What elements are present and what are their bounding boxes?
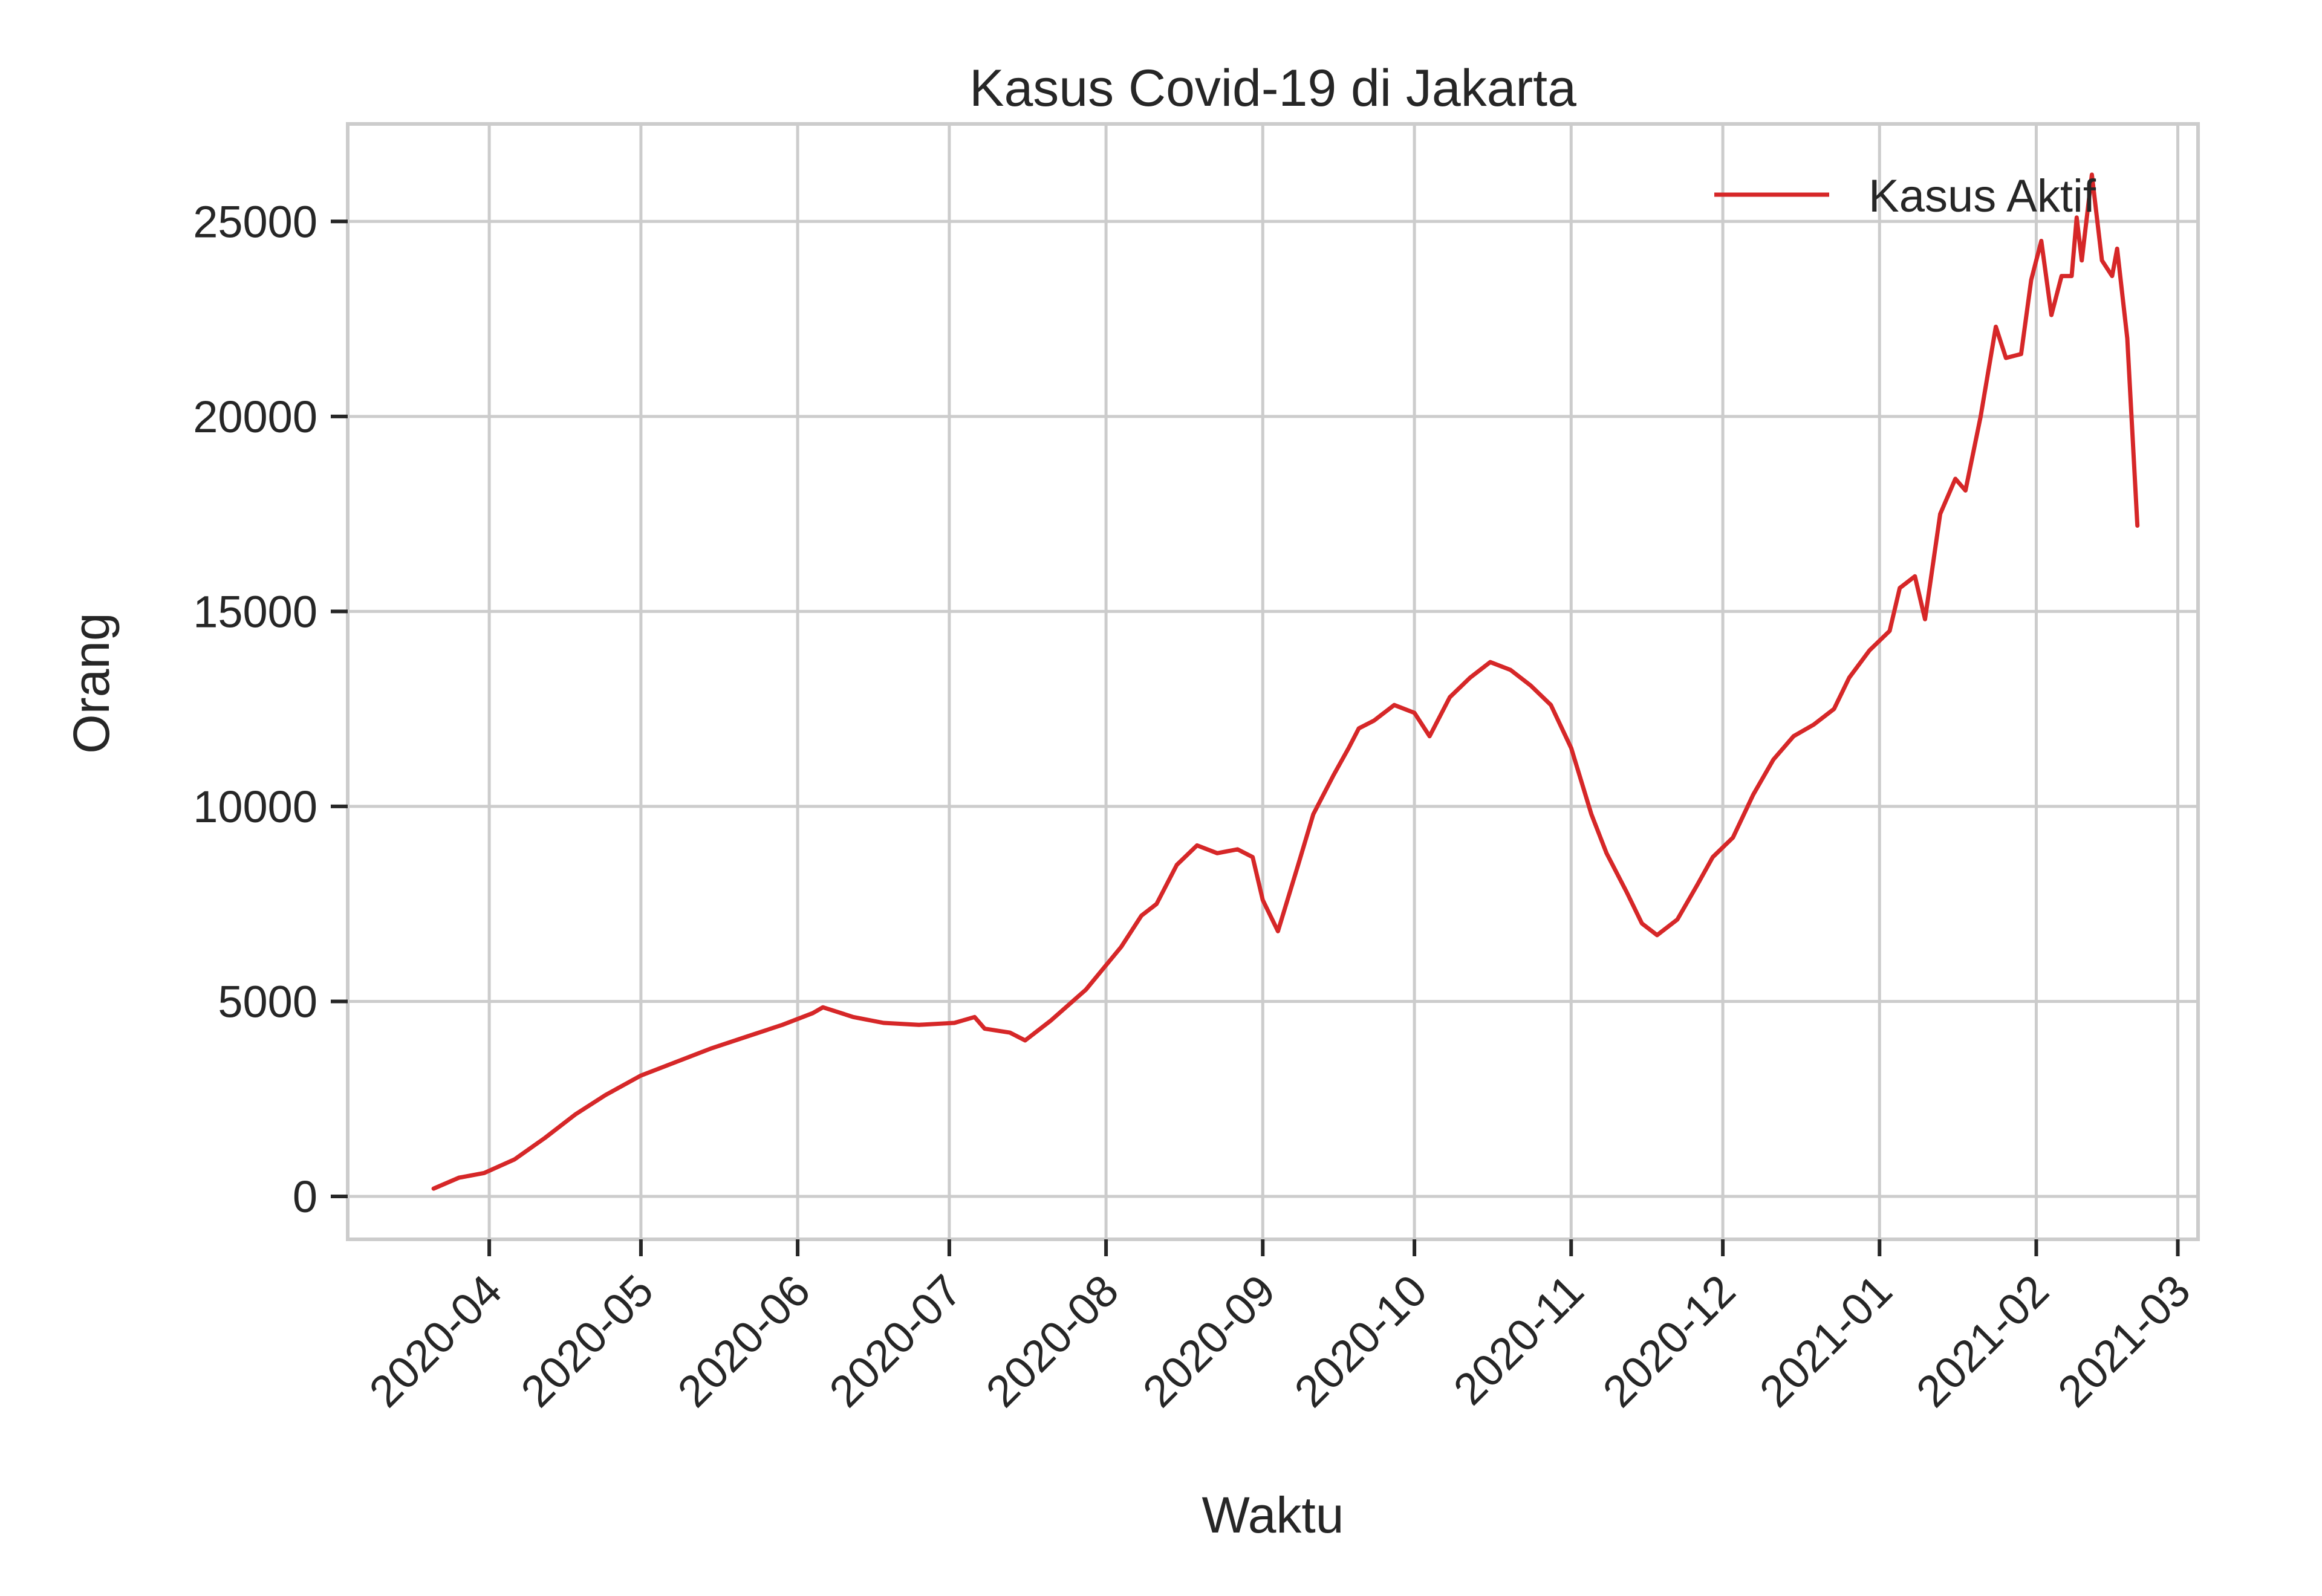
x-axis-label: Waktu: [1202, 1487, 1344, 1543]
grid-lines: [348, 124, 2198, 1239]
y-tick-label: 0: [293, 1172, 317, 1222]
series-line-kasus-aktif: [431, 172, 2140, 1191]
y-tick-label: 5000: [218, 976, 317, 1027]
y-tick-label: 10000: [193, 782, 317, 832]
chart-title: Kasus Covid-19 di Jakarta: [969, 59, 1576, 117]
y-tick-label: 15000: [193, 586, 317, 637]
series-layer: [431, 172, 2140, 1191]
y-tick-label: 25000: [193, 196, 317, 247]
plot-area-frame: [346, 122, 2200, 1241]
y-axis: 0 5000 10000 15000 20000 25000: [193, 196, 348, 1222]
legend: Kasus Aktif: [1714, 170, 2096, 222]
legend-label: Kasus Aktif: [1868, 170, 2096, 222]
y-tick-label: 20000: [193, 392, 317, 442]
y-axis-label: Orang: [63, 612, 120, 753]
